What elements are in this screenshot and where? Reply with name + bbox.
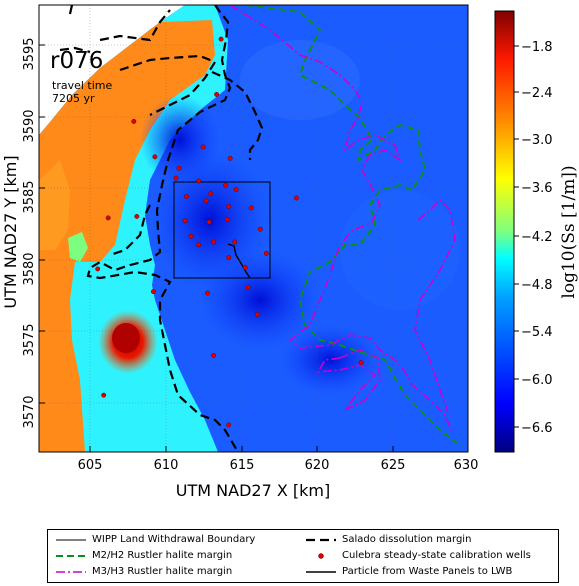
m2h2-rustler-margin: [245, 5, 463, 448]
calibration-well-point: [211, 239, 217, 245]
x-axis-label: UTM NAD27 X [km]: [176, 481, 330, 500]
solid-line-icon: [306, 570, 336, 573]
calibration-well-point: [257, 226, 263, 232]
calibration-well-point: [233, 187, 239, 192]
calibration-well-point: [214, 91, 220, 97]
calibration-well-point: [232, 239, 238, 245]
legend: WIPP Land Withdrawal Boundary Salado dis…: [47, 529, 559, 583]
calibration-well-point: [152, 154, 158, 160]
calibration-well-point: [205, 290, 211, 296]
x-tick-label: 605: [78, 458, 103, 473]
colorbar: [494, 10, 515, 453]
colorbar-ticks: −1.8 −2.4 −3.0 −3.6 −4.2 −4.8 −5.4 −6.0 …: [514, 40, 553, 436]
calibration-wells: [95, 36, 364, 428]
travel-time-value: 7205 yr: [52, 92, 95, 105]
salado-dissolution-margin-east: [211, 70, 264, 160]
calibration-well-point: [242, 265, 248, 270]
green-dashed-line-icon: [56, 554, 86, 557]
colorbar-tick-label: −1.8: [521, 40, 553, 55]
calibration-well-point: [184, 194, 189, 200]
wipp-land-withdrawal-boundary: [173, 181, 271, 279]
calibration-well-point: [196, 178, 202, 184]
calibration-well-point: [254, 311, 260, 317]
legend-label: WIPP Land Withdrawal Boundary: [92, 534, 256, 545]
legend-label: Particle from Waste Panels to LWB: [342, 566, 513, 577]
calibration-well-point: [293, 195, 299, 201]
y-tick-label: 3580: [22, 252, 37, 285]
legend-item-wipp-boundary: WIPP Land Withdrawal Boundary: [56, 534, 255, 545]
calibration-well-point: [224, 216, 230, 222]
y-tick-label: 3590: [22, 109, 37, 142]
calibration-well-point: [134, 213, 140, 219]
calibration-well-point: [203, 198, 209, 204]
x-axis: 605 610 615 620 625 630 UTM NAD27 X [km]: [78, 446, 479, 500]
thin-line-icon: [56, 539, 86, 540]
colorbar-tick-label: −2.4: [521, 86, 553, 101]
y-axis: 3570 3575 3580 3585 3590 3595 UTM NAD27 …: [1, 37, 45, 429]
calibration-well-point: [248, 205, 254, 211]
calibration-well-point: [101, 392, 107, 398]
plot-frame: [38, 4, 469, 453]
calibration-well-point: [150, 289, 156, 295]
m3h3-rustler-margin: [229, 5, 456, 433]
x-tick-label: 630: [454, 458, 479, 473]
colorbar-label: log10(Ss [1/m]): [559, 165, 579, 298]
thick-dashed-line-icon: [306, 538, 336, 541]
y-tick-label: 3575: [22, 323, 37, 356]
legend-item-calibration-wells: Culebra steady-state calibration wells: [306, 550, 531, 561]
legend-label: Culebra steady-state calibration wells: [342, 550, 531, 561]
calibration-well-point: [227, 155, 233, 161]
x-tick-label: 610: [154, 458, 179, 473]
grid: [39, 5, 468, 452]
calibration-well-point: [196, 242, 202, 248]
colorbar-tick-label: −4.2: [521, 230, 553, 245]
calibration-well-point: [131, 118, 137, 124]
magenta-dash-dot-line-icon: [56, 570, 86, 573]
legend-label: M2/H2 Rustler halite margin: [92, 550, 233, 561]
calibration-well-point: [206, 219, 212, 225]
calibration-well-point: [226, 422, 232, 428]
colorbar-tick-label: −6.0: [521, 373, 553, 388]
calibration-well-point: [176, 165, 182, 171]
calibration-well-point: [95, 266, 101, 272]
calibration-well-point: [105, 215, 111, 221]
y-axis-label: UTM NAD27 Y [km]: [1, 155, 20, 308]
calibration-well-point: [173, 175, 179, 181]
legend-item-particle-path: Particle from Waste Panels to LWB: [306, 566, 512, 577]
calibration-well-point: [218, 36, 224, 42]
x-tick-label: 620: [305, 458, 330, 473]
colorbar-tick-label: −3.6: [521, 181, 553, 196]
calibration-well-point: [226, 255, 232, 261]
calibration-well-point: [263, 250, 269, 256]
colorbar-tick-label: −3.0: [521, 133, 553, 148]
calibration-well-point: [226, 204, 232, 209]
travel-time-label: travel time: [52, 79, 112, 92]
calibration-well-point: [245, 284, 251, 290]
x-tick-label: 615: [230, 458, 255, 473]
x-tick-label: 625: [381, 458, 406, 473]
particle-path: [227, 243, 251, 279]
colorbar-tick-label: −4.8: [521, 278, 553, 293]
calibration-well-point: [223, 182, 229, 188]
colorbar-tick-label: −6.6: [521, 421, 553, 436]
run-label: r076: [50, 48, 103, 74]
y-tick-label: 3585: [22, 180, 37, 213]
y-tick-label: 3570: [22, 395, 37, 428]
y-tick-label: 3595: [22, 37, 37, 70]
calibration-well-point: [200, 144, 206, 150]
calibration-well-point: [211, 353, 217, 358]
calibration-well-point: [358, 360, 364, 366]
colorbar-tick-label: −5.4: [521, 325, 553, 340]
red-dot-marker-icon: [318, 552, 324, 559]
salado-dissolution-margin: [59, 5, 239, 452]
legend-item-salado-margin: Salado dissolution margin: [306, 534, 471, 545]
calibration-well-point: [188, 233, 194, 239]
legend-item-m3h3-margin: M3/H3 Rustler halite margin: [56, 566, 232, 577]
calibration-well-point: [182, 218, 188, 224]
legend-label: Salado dissolution margin: [342, 534, 472, 545]
calibration-well-point: [208, 191, 214, 197]
legend-item-m2h2-margin: M2/H2 Rustler halite margin: [56, 550, 232, 561]
legend-label: M3/H3 Rustler halite margin: [92, 566, 233, 577]
